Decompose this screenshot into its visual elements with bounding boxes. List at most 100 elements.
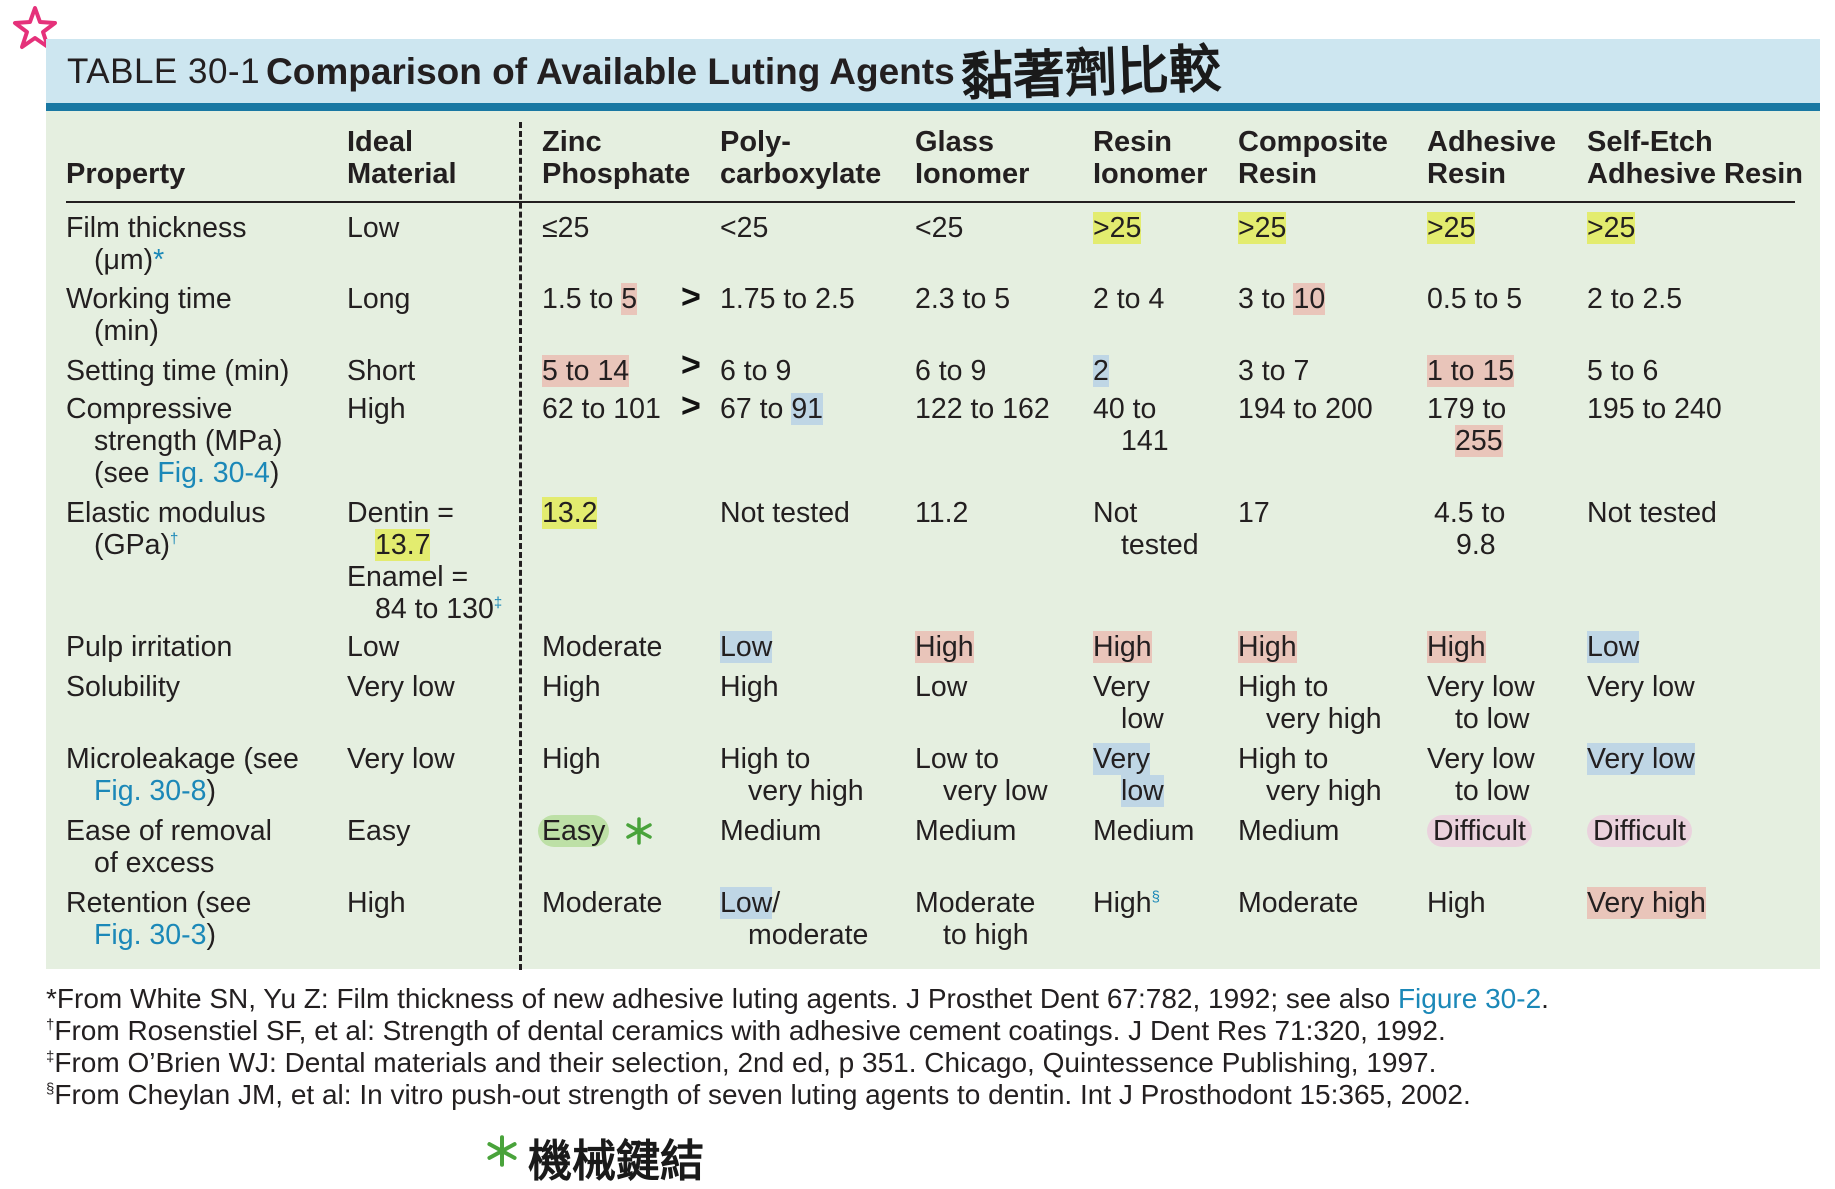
arrow-icon: > [681,278,701,316]
col-header-ideal: Ideal Material [347,126,457,190]
cell-working-resin-ionomer: 2 to 4 [1093,283,1165,315]
cell-retention-composite: Moderate [1238,887,1359,919]
green-asterisk-icon [626,817,652,845]
cell-microleakage-composite: High to very high [1238,743,1382,807]
cell-solubility-poly: High [720,671,779,703]
cell-solubility-zinc: High [542,671,601,703]
row-label-working: Working time (min) [66,283,232,347]
cell-compressive-adhesive: 179 to 255 [1427,393,1507,457]
figure-30-2-link[interactable]: Figure 30-2 [1397,983,1542,1014]
cell-compressive-poly: 67 to 91 [720,393,824,425]
cell-pulp-poly: Low [720,631,773,663]
cell-working-composite: 3 to 10 [1238,283,1326,315]
cell-film-zinc: ≤25 [542,212,590,244]
fig-30-8-link[interactable]: Fig. 30-8 [94,775,207,807]
row-label-solubility: Solubility [66,671,181,703]
cell-microleakage-zinc: High [542,743,601,775]
cell-elastic-composite: 17 [1238,497,1270,529]
col-header-poly: Poly-carboxylate [720,126,882,190]
cell-retention-glass: Moderate to high [915,887,1036,951]
cell-solubility-self-etch: Very low [1587,671,1695,703]
cell-elastic-glass: 11.2 [915,497,969,529]
cell-elastic-ideal: Dentin = 13.7 Enamel = 84 to 130‡ [347,497,503,625]
cell-setting-adhesive: 1 to 15 [1427,355,1515,387]
col-header-composite: Composite Resin [1238,126,1388,190]
cell-removal-adhesive: Difficult [1427,815,1532,847]
col-header-resin-ionomer: Resin Ionomer [1093,126,1208,190]
cell-retention-adhesive: High [1427,887,1486,919]
cell-microleakage-self-etch: Very low [1587,743,1695,775]
cell-compressive-resin-ionomer: 40 to 141 [1093,393,1169,457]
cell-retention-self-etch: Very high [1587,887,1706,919]
row-label-retention: Retention (see Fig. 30-3) [66,887,252,951]
col-header-zinc: Zinc Phosphate [542,126,691,190]
table-title-bar: TABLE 30-1 Comparison of Available Lutin… [46,38,1820,111]
cell-film-self-etch: >25 [1587,212,1636,244]
cell-removal-poly: Medium [720,815,822,847]
fig-30-3-link[interactable]: Fig. 30-3 [94,919,207,951]
cell-film-adhesive: >25 [1427,212,1476,244]
arrow-icon: > [681,387,701,425]
cell-elastic-resin-ionomer: Not tested [1093,497,1199,561]
cell-setting-zinc: 5 to 14 [542,355,630,387]
footnote-1: *From White SN, Yu Z: Film thickness of … [46,983,1549,1014]
cell-removal-zinc: Easy [538,815,610,847]
cell-pulp-self-etch: Low [1587,631,1640,663]
col-header-adhesive: Adhesive Resin [1427,126,1556,190]
cell-compressive-glass: 122 to 162 [915,393,1050,425]
cell-elastic-zinc: 13.2 [542,497,598,529]
cell-compressive-composite: 194 to 200 [1238,393,1373,425]
cell-elastic-poly: Not tested [720,497,850,529]
cell-microleakage-resin-ionomer: Very low [1093,743,1164,807]
cell-microleakage-adhesive: Very low to low [1427,743,1535,807]
cell-film-composite: >25 [1238,212,1287,244]
cell-pulp-resin-ionomer: High [1093,631,1152,663]
cell-working-adhesive: 0.5 to 5 [1427,283,1523,315]
column-divider [519,122,522,970]
cell-retention-zinc: Moderate [542,887,663,919]
cell-pulp-glass: High [915,631,974,663]
cell-microleakage-poly: High to very high [720,743,864,807]
green-asterisk-icon [487,1135,517,1167]
table-label: TABLE 30-1 [67,52,261,91]
row-label-removal: Ease of removal of excess [66,815,272,879]
cell-setting-composite: 3 to 7 [1238,355,1310,387]
cell-elastic-adhesive: 4.5 to 9.8 [1434,497,1506,561]
cell-compressive-zinc: 62 to 101 [542,393,661,425]
cell-compressive-self-etch: 195 to 240 [1587,393,1722,425]
header-rule [66,201,1795,203]
cell-microleakage-glass: Low to very low [915,743,1048,807]
cell-pulp-adhesive: High [1427,631,1486,663]
cell-elastic-self-etch: Not tested [1587,497,1717,529]
cell-solubility-ideal: Very low [347,671,455,703]
col-header-property: Property [66,158,186,190]
cell-solubility-adhesive: Very low to low [1427,671,1535,735]
cell-setting-resin-ionomer: 2 [1093,355,1109,387]
cell-setting-self-etch: 5 to 6 [1587,355,1659,387]
cell-compressive-ideal: High [347,393,406,425]
cell-setting-glass: 6 to 9 [915,355,987,387]
row-label-setting: Setting time (min) [66,355,290,387]
cell-retention-poly: Low/moderate [720,887,869,951]
footnote-4: §From Cheylan JM, et al: In vitro push-o… [46,1079,1471,1110]
cell-removal-ideal: Easy [347,815,411,847]
cell-film-poly: <25 [720,212,769,244]
cell-setting-poly: 6 to 9 [720,355,792,387]
cell-removal-glass: Medium [915,815,1017,847]
row-label-pulp: Pulp irritation [66,631,233,663]
pink-star-icon [13,6,57,49]
cell-working-zinc: 1.5 to 5 [542,283,638,315]
fig-30-4-link[interactable]: Fig. 30-4 [157,457,270,489]
row-label-film: Film thickness (μm)* [66,212,247,276]
cell-working-glass: 2.3 to 5 [915,283,1011,315]
cell-retention-ideal: High [347,887,406,919]
cell-solubility-composite: High to very high [1238,671,1382,735]
row-label-elastic: Elastic modulus (GPa)† [66,497,266,561]
row-label-microleakage: Microleakage (see Fig. 30-8) [66,743,299,807]
cell-solubility-resin-ionomer: Very low [1093,671,1164,735]
handwritten-note: 黏著劑比較 [959,38,1222,109]
table-title: Comparison of Available Luting Agents [266,51,955,92]
cell-removal-self-etch: Difficult [1587,815,1692,847]
arrow-icon: > [681,346,701,384]
footnote-3: ‡From O’Brien WJ: Dental materials and t… [46,1047,1437,1078]
